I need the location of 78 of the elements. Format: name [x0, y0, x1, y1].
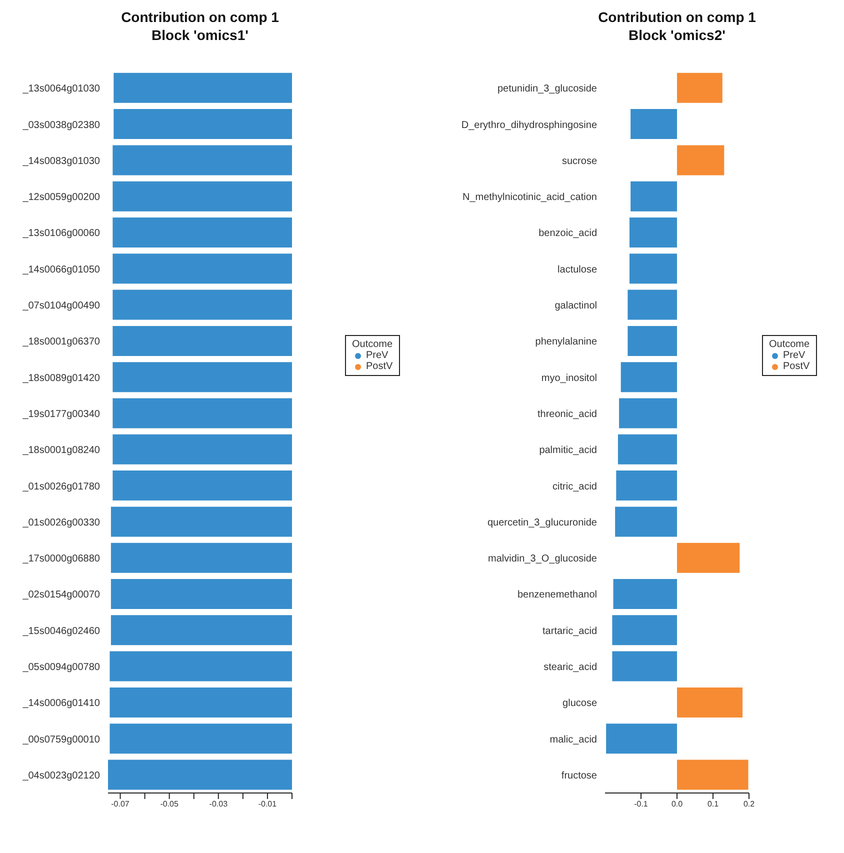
- chart-subtitle: Block 'omics1': [150, 26, 250, 44]
- y-tick-label: quercetin_3_glucuronide: [487, 517, 598, 528]
- y-tick-label: _18s0001g06370: [22, 336, 100, 348]
- y-tick-label: _01s0026g01780: [22, 481, 100, 492]
- y-tick-label: _07s0104g00490: [22, 300, 100, 312]
- y-tick-label: _01s0026g00330: [22, 517, 100, 528]
- y-tick-label: benzoic_acid: [538, 228, 597, 240]
- bar: [612, 615, 677, 646]
- legend-label: PostV: [783, 361, 810, 372]
- y-tick-label: stearic_acid: [544, 662, 597, 674]
- legend-label: PreV: [366, 350, 388, 361]
- bar: [677, 145, 724, 176]
- x-tick-label: 0.1: [707, 800, 720, 809]
- y-tick-label: D_erythro_dihydrosphingosine: [461, 120, 598, 131]
- y-tick-label: _00s0759g00010: [22, 734, 100, 746]
- bar: [628, 290, 677, 320]
- x-tick-label: -0.1: [634, 800, 648, 809]
- y-tick-label: fructose: [561, 770, 598, 782]
- y-tick-label: sucrose: [562, 156, 598, 167]
- y-tick-label: _02s0154g00070: [22, 590, 100, 601]
- y-tick-label: _15s0046g02460: [22, 626, 100, 637]
- bar: [618, 434, 677, 464]
- y-tick-label: _04s0023g02120: [22, 770, 100, 782]
- bar: [628, 326, 677, 356]
- bar: [612, 651, 677, 682]
- y-tick-label: _13s0106g00060: [22, 228, 100, 240]
- y-tick-label: threonic_acid: [538, 408, 597, 420]
- y-tick-label: _17s0000g06880: [22, 554, 100, 565]
- y-tick-label: _19s0177g00340: [22, 408, 100, 420]
- bar: [615, 506, 677, 537]
- x-tick-label: -0.05: [160, 800, 179, 809]
- y-tick-label: myo_inositol: [541, 372, 597, 384]
- bar: [677, 760, 748, 790]
- bar: [616, 470, 677, 501]
- legend-label: PostV: [366, 361, 393, 372]
- bar: [620, 362, 677, 392]
- y-tick-label: _14s0006g01410: [22, 698, 100, 710]
- y-tick-label: glucose: [562, 698, 598, 710]
- chart-subtitle: Block 'omics2': [628, 26, 726, 44]
- y-tick-label: tartaric_acid: [542, 626, 597, 637]
- legend-title: Outcome: [352, 339, 393, 350]
- x-tick-label: -0.01: [258, 800, 278, 809]
- bar: [606, 724, 677, 754]
- y-tick-label: _03s0038g02380: [22, 120, 100, 131]
- chart-title: Contribution on comp 1: [597, 8, 757, 26]
- y-tick-label: _14s0083g01030: [22, 156, 100, 167]
- chart-title: Contribution on comp 1: [120, 8, 280, 26]
- y-tick-label: palmitic_acid: [539, 445, 597, 456]
- y-tick-label: malic_acid: [550, 734, 597, 746]
- bar: [630, 181, 677, 212]
- bar: [613, 578, 677, 609]
- bar: [619, 398, 677, 428]
- y-tick-label: petunidin_3_glucoside: [497, 84, 598, 95]
- x-tick-label: -0.07: [111, 800, 130, 809]
- bar: [677, 72, 722, 103]
- bar: [630, 109, 677, 140]
- y-tick-label: benzenemethanol: [517, 590, 597, 601]
- x-tick-label: 0.0: [671, 800, 684, 809]
- y-tick-label: _13s0064g01030: [22, 84, 100, 95]
- bar: [629, 217, 677, 248]
- y-tick-label: _05s0094g00780: [22, 662, 100, 674]
- x-tick-label: -0.03: [209, 800, 228, 809]
- y-tick-label: N_methylnicotinic_acid_cation: [462, 192, 597, 204]
- legend-title: Outcome: [769, 339, 810, 350]
- x-tick-label: 0.2: [743, 800, 756, 809]
- y-tick-label: _14s0066g01050: [22, 264, 100, 276]
- y-tick-label: _18s0089g01420: [22, 372, 100, 384]
- bar: [677, 542, 740, 573]
- bar: [629, 254, 677, 284]
- y-tick-label: lactulose: [558, 264, 598, 276]
- y-tick-label: _18s0001g08240: [22, 445, 100, 456]
- legend-label: PreV: [783, 350, 806, 361]
- y-tick-label: phenylalanine: [535, 336, 598, 348]
- bar: [677, 687, 743, 718]
- y-tick-label: malvidin_3_O_glucoside: [488, 554, 598, 565]
- y-tick-label: citric_acid: [552, 481, 597, 492]
- y-tick-label: _12s0059g00200: [22, 192, 100, 204]
- y-tick-label: galactinol: [554, 300, 597, 312]
